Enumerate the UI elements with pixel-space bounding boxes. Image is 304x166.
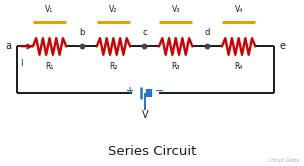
Text: b: b xyxy=(79,28,85,37)
Text: c: c xyxy=(142,28,147,37)
Text: Circuit Globe: Circuit Globe xyxy=(268,158,299,163)
Text: V₁: V₁ xyxy=(45,5,54,14)
Text: +: + xyxy=(126,86,134,96)
Text: R₄: R₄ xyxy=(234,62,243,71)
Text: −: − xyxy=(155,86,164,96)
Text: Series Circuit: Series Circuit xyxy=(108,145,196,158)
Text: V: V xyxy=(142,110,149,120)
Text: I: I xyxy=(20,59,22,68)
Text: V₂: V₂ xyxy=(109,5,118,14)
Text: R₂: R₂ xyxy=(109,62,118,71)
Text: R₁: R₁ xyxy=(45,62,54,71)
Text: e: e xyxy=(279,42,285,51)
Text: V₄: V₄ xyxy=(234,5,243,14)
Text: d: d xyxy=(204,28,209,37)
Text: V₃: V₃ xyxy=(171,5,180,14)
Text: a: a xyxy=(5,42,11,51)
Text: R₃: R₃ xyxy=(171,62,180,71)
